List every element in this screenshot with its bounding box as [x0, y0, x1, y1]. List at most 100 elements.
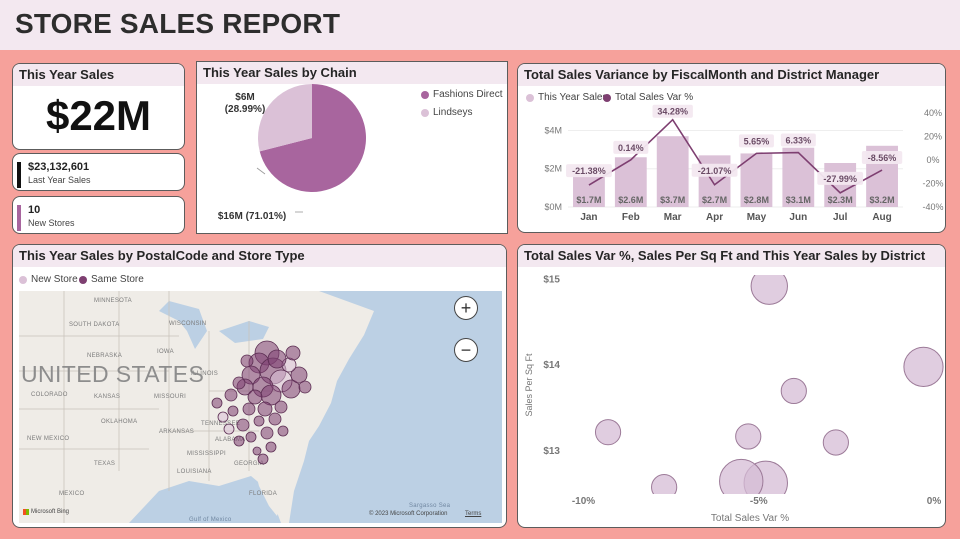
store-bubble[interactable] — [232, 376, 246, 390]
last-year-sales-value: $23,132,601 — [28, 161, 90, 173]
bar-label: $2.3M — [828, 195, 853, 205]
store-bubble[interactable] — [257, 453, 269, 465]
scatter-bubble[interactable] — [651, 474, 678, 500]
var-label-bg — [652, 104, 693, 118]
map-state-label: MISSOURI — [154, 394, 187, 400]
kpi-this-year-sales-card[interactable]: This Year Sales $22M — [12, 63, 185, 150]
y-axis-label: Sales Per Sq Ft — [524, 353, 534, 417]
store-bubble[interactable] — [211, 397, 223, 409]
store-bubble[interactable] — [267, 349, 287, 369]
variance-legend-item[interactable]: Total Sales Var % — [603, 92, 693, 103]
map-legend-item[interactable]: New Store — [19, 274, 78, 285]
map-state-label: WISCONSIN — [169, 321, 207, 327]
scatter-bubble[interactable] — [822, 429, 849, 456]
x-tick: Feb — [622, 212, 640, 223]
bar[interactable] — [740, 153, 773, 207]
scatter-bubble[interactable] — [735, 423, 762, 450]
store-bubble[interactable] — [252, 446, 262, 456]
store-bubble[interactable] — [240, 354, 254, 368]
pie-slice-fashions-direct[interactable] — [259, 84, 366, 192]
map-state-label: ARKANSAS — [159, 429, 195, 435]
scatter-bubble[interactable] — [594, 419, 622, 446]
y-left-tick: $2M — [544, 164, 562, 174]
store-bubble[interactable] — [268, 412, 282, 426]
kpi-new-stores-card[interactable]: 10 New Stores — [12, 196, 185, 234]
scatter-chart-title: Total Sales Var %, Sales Per Sq Ft and T… — [518, 245, 945, 267]
pie-leader-line — [256, 167, 266, 175]
map-legend-item[interactable]: Same Store — [79, 274, 144, 285]
pie-legend-fashions-direct: Fashions Direct — [433, 89, 503, 100]
pie-legend-lindseys: Lindseys — [433, 107, 473, 118]
store-bubble[interactable] — [265, 441, 277, 453]
pie-chart-card[interactable]: This Year Sales by Chain $6M (28.99%) $1… — [196, 61, 508, 234]
map-state-label: IOWA — [157, 349, 174, 355]
map-card[interactable]: This Year Sales by PostalCode and Store … — [12, 244, 507, 528]
bing-icon — [23, 509, 29, 515]
store-bubble[interactable] — [298, 380, 312, 394]
y-tick: $15 — [543, 274, 560, 285]
scatter-chart-card[interactable]: Total Sales Var %, Sales Per Sq Ft and T… — [517, 244, 946, 528]
store-bubble[interactable] — [245, 431, 257, 443]
pie-label-lindseys-pct: (28.99%) — [225, 104, 266, 115]
legend-dot — [526, 93, 534, 102]
map-copyright: © 2023 Microsoft Corporation — [369, 511, 448, 517]
scatter-points — [594, 268, 944, 502]
variance-chart-title: Total Sales Variance by FiscalMonth and … — [518, 64, 945, 86]
scatter-bubble[interactable] — [719, 458, 764, 502]
zoom-out-button[interactable]: − — [454, 338, 478, 362]
y-tick: $13 — [543, 446, 560, 457]
var-label: 0.14% — [618, 143, 644, 153]
bar[interactable] — [782, 147, 815, 207]
var-label: 6.33% — [786, 136, 812, 146]
map-canvas[interactable]: MINNESOTA SOUTH DAKOTA WISCONSIN NEBRASK… — [19, 291, 502, 523]
bing-logo: Microsoft Bing — [23, 509, 69, 515]
map-state-label: SOUTH DAKOTA — [69, 322, 120, 328]
pie-slice-lindseys[interactable] — [258, 84, 312, 152]
bar[interactable] — [656, 136, 689, 207]
store-bubble[interactable] — [257, 401, 273, 417]
store-bubble[interactable] — [227, 405, 239, 417]
store-bubble[interactable] — [223, 423, 235, 435]
x-tick: Apr — [706, 212, 723, 223]
x-tick: Jan — [580, 212, 597, 223]
store-bubble[interactable] — [242, 402, 256, 416]
store-bubble[interactable] — [253, 415, 265, 427]
kpi-title: This Year Sales — [13, 64, 184, 86]
bar[interactable] — [573, 174, 605, 207]
map-gulf-label: Gulf of Mexico — [189, 517, 232, 523]
store-bubble[interactable] — [236, 418, 250, 432]
map-state-label: COLORADO — [31, 392, 68, 398]
pie-legend-item[interactable]: Lindseys — [421, 107, 472, 118]
store-bubble[interactable] — [260, 426, 274, 440]
var-label-bg — [566, 164, 612, 178]
store-bubble[interactable] — [274, 400, 288, 414]
scatter-bubble[interactable] — [903, 346, 944, 387]
report-header: STORE SALES REPORT — [0, 0, 960, 50]
y-right-tick: 20% — [924, 132, 942, 142]
bar[interactable] — [824, 163, 857, 207]
pie-chart-svg: $6M (28.99%) $16M (71.01%) — [218, 84, 366, 222]
map-sea-label: Sargasso Sea — [409, 503, 451, 509]
variance-chart-card[interactable]: Total Sales Variance by FiscalMonth and … — [517, 63, 946, 233]
scatter-bubble[interactable] — [780, 377, 807, 405]
var-label: 5.65% — [744, 136, 770, 146]
store-bubble[interactable] — [224, 388, 238, 402]
x-tick: May — [747, 212, 767, 223]
store-bubble[interactable] — [285, 345, 301, 361]
store-bubble[interactable] — [233, 435, 245, 447]
var-label: -8.56% — [868, 153, 897, 163]
variance-legend-item[interactable]: This Year Sales — [526, 92, 608, 103]
store-bubble[interactable] — [217, 411, 229, 423]
store-bubble[interactable] — [290, 366, 308, 384]
store-bubble[interactable] — [277, 425, 289, 437]
zoom-in-button[interactable]: + — [454, 296, 478, 320]
x-tick: Aug — [872, 212, 891, 223]
map-terms-link[interactable]: Terms — [465, 511, 482, 517]
kpi-last-year-sales-card[interactable]: $23,132,601 Last Year Sales — [12, 153, 185, 191]
pie-legend-item[interactable]: Fashions Direct — [421, 89, 502, 100]
store-bubble[interactable] — [247, 389, 263, 405]
scatter-bubble[interactable] — [750, 268, 788, 305]
last-year-sales-label: Last Year Sales — [28, 175, 91, 185]
map-legend-same-store: Same Store — [91, 274, 144, 285]
bar-label: $1.7M — [576, 195, 601, 205]
